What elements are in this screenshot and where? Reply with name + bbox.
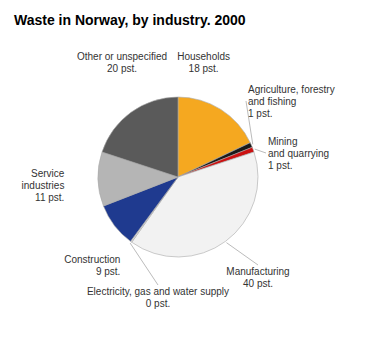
svg-text:Electricity, gas and water sup: Electricity, gas and water supply0 pst. [87,286,229,309]
svg-text:Other or unspecified20 pst.: Other or unspecified20 pst. [77,51,167,74]
svg-text:Serviceindustries11 pst.: Serviceindustries11 pst. [22,168,65,203]
svg-text:Miningand quarrying1 pst.: Miningand quarrying1 pst. [268,136,329,171]
svg-text:Manufacturing40 pst.: Manufacturing40 pst. [226,266,289,289]
svg-text:Construction9 pst.: Construction9 pst. [64,254,120,277]
svg-text:Households18 pst.: Households18 pst. [177,51,230,74]
svg-text:Agriculture, forestryand fishi: Agriculture, forestryand fishing1 pst. [248,84,335,119]
html-text:Waste in Norway, by industry.: Waste in Norway, by industry. 2000 [14,12,246,28]
